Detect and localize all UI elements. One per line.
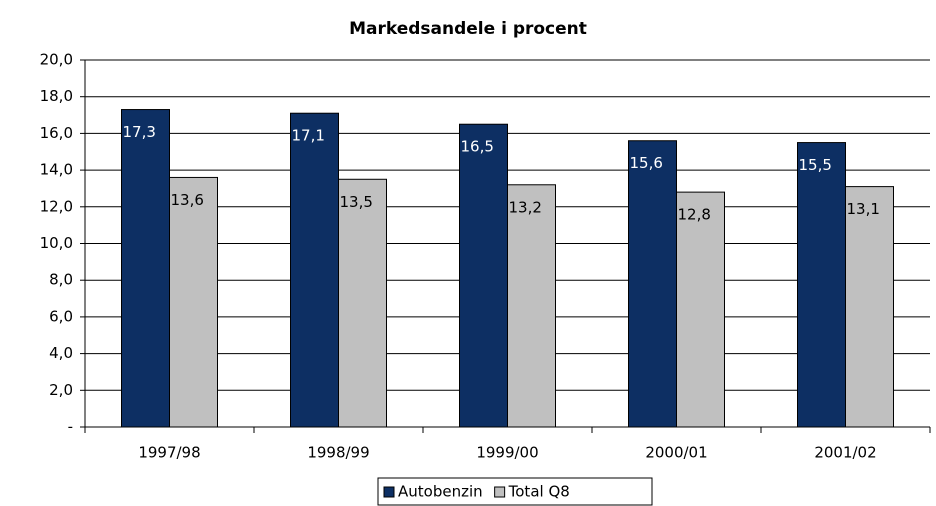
y-tick-label: 8,0: [49, 271, 73, 289]
bar: [290, 112, 339, 428]
data-label: 13,1: [847, 200, 880, 218]
bar: [628, 140, 677, 428]
data-label: 16,5: [461, 138, 494, 156]
y-tick-label: 12,0: [40, 197, 73, 215]
bar: [507, 184, 556, 428]
legend-swatch: [494, 486, 506, 498]
legend-swatch: [383, 486, 395, 498]
bar: [459, 123, 508, 428]
y-tick-label: 4,0: [49, 344, 73, 362]
x-tick-label: 2000/01: [645, 444, 707, 462]
data-label: 13,2: [509, 198, 542, 216]
data-label: 13,5: [340, 193, 373, 211]
x-tick-label: 1997/98: [138, 444, 200, 462]
y-tick-label: 16,0: [40, 124, 73, 142]
chart-title: Markedsandele i procent: [349, 19, 587, 39]
bar: [169, 176, 218, 428]
x-tick-label: 2001/02: [814, 444, 876, 462]
data-label: 12,8: [678, 206, 711, 224]
data-label: 13,6: [171, 191, 204, 209]
data-label: 17,3: [123, 123, 156, 141]
legend-label: Autobenzin: [398, 483, 483, 501]
bar: [676, 191, 725, 428]
y-tick-label: 18,0: [40, 87, 73, 105]
bar: [797, 142, 846, 428]
bar: [121, 109, 170, 428]
y-tick-label: -: [68, 418, 73, 436]
y-tick-label: 2,0: [49, 381, 73, 399]
x-tick-label: 1998/99: [307, 444, 369, 462]
x-tick-label: 1999/00: [476, 444, 538, 462]
y-tick-label: 6,0: [49, 307, 73, 325]
y-tick-label: 10,0: [40, 234, 73, 252]
y-tick-label: 14,0: [40, 161, 73, 179]
bar: [338, 178, 387, 428]
data-label: 17,1: [292, 127, 325, 145]
data-label: 15,5: [799, 156, 832, 174]
bar: [845, 186, 894, 428]
data-label: 15,6: [630, 154, 663, 172]
legend-box: [377, 477, 653, 506]
y-tick-label: 20,0: [40, 51, 73, 69]
legend-label: Total Q8: [508, 483, 570, 501]
